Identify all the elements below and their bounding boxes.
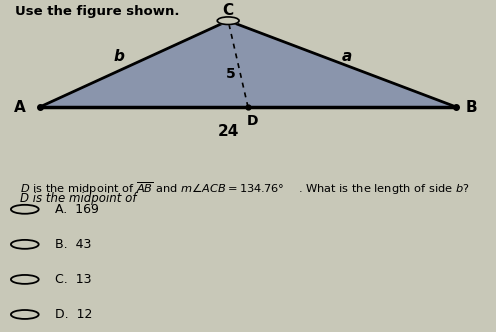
Text: A.  169: A. 169 [55, 203, 98, 216]
Text: A: A [14, 100, 26, 115]
Text: C: C [223, 3, 234, 18]
Text: B.  43: B. 43 [55, 238, 91, 251]
Polygon shape [40, 21, 456, 107]
Text: D: D [247, 114, 259, 128]
Text: 24: 24 [217, 124, 239, 139]
Text: B: B [465, 100, 477, 115]
Text: Use the figure shown.: Use the figure shown. [15, 5, 180, 18]
Text: 5: 5 [226, 67, 236, 81]
Text: b: b [114, 49, 124, 64]
Circle shape [217, 17, 239, 25]
Text: a: a [342, 49, 352, 64]
Text: D.  12: D. 12 [55, 308, 92, 321]
Text: $D$ is the midpoint of $\overline{AB}$ and $m\angle ACB = 134.76°$    . What is : $D$ is the midpoint of $\overline{AB}$ a… [20, 181, 469, 198]
Text: C.  13: C. 13 [55, 273, 91, 286]
Text: D is the midpoint of: D is the midpoint of [20, 192, 140, 205]
